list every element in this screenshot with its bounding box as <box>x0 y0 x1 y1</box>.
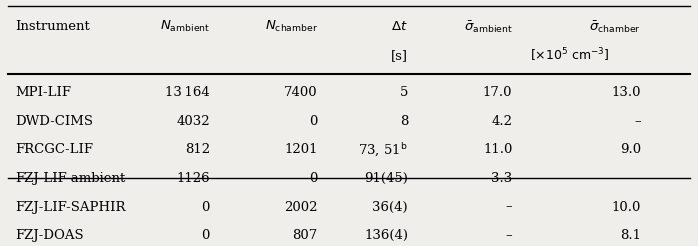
Text: 812: 812 <box>185 143 210 156</box>
Text: MPI-LIF: MPI-LIF <box>15 86 71 99</box>
Text: 4032: 4032 <box>177 115 210 128</box>
Text: –: – <box>634 172 641 185</box>
Text: FZJ-LIF-ambient: FZJ-LIF-ambient <box>15 172 126 185</box>
Text: 136(4): 136(4) <box>364 229 408 242</box>
Text: 0: 0 <box>309 172 318 185</box>
Text: 8: 8 <box>400 115 408 128</box>
Text: –: – <box>506 200 512 214</box>
Text: 13 164: 13 164 <box>165 86 210 99</box>
Text: 8.1: 8.1 <box>620 229 641 242</box>
Text: 5: 5 <box>400 86 408 99</box>
Text: 73, 51$^{\mathrm{b}}$: 73, 51$^{\mathrm{b}}$ <box>359 141 408 158</box>
Text: 10.0: 10.0 <box>611 200 641 214</box>
Text: $\bar{\sigma}_{\mathrm{chamber}}$: $\bar{\sigma}_{\mathrm{chamber}}$ <box>589 19 641 34</box>
Text: 0: 0 <box>202 200 210 214</box>
Text: 13.0: 13.0 <box>611 86 641 99</box>
Text: DWD-CIMS: DWD-CIMS <box>15 115 94 128</box>
Text: –: – <box>634 115 641 128</box>
Text: FZJ-LIF-SAPHIR: FZJ-LIF-SAPHIR <box>15 200 126 214</box>
Text: 2002: 2002 <box>284 200 318 214</box>
Text: 36(4): 36(4) <box>373 200 408 214</box>
Text: 0: 0 <box>309 115 318 128</box>
Text: $[\times10^{5}\ \mathrm{cm}^{-3}]$: $[\times10^{5}\ \mathrm{cm}^{-3}]$ <box>530 47 609 64</box>
Text: 17.0: 17.0 <box>483 86 512 99</box>
Text: –: – <box>506 229 512 242</box>
Text: FRCGC-LIF: FRCGC-LIF <box>15 143 94 156</box>
Text: 3.3: 3.3 <box>491 172 512 185</box>
Text: 1201: 1201 <box>284 143 318 156</box>
Text: 9.0: 9.0 <box>620 143 641 156</box>
Text: $\Delta t$: $\Delta t$ <box>392 20 408 33</box>
Text: $N_{\mathrm{ambient}}$: $N_{\mathrm{ambient}}$ <box>160 19 210 34</box>
Text: 11.0: 11.0 <box>483 143 512 156</box>
Text: 7400: 7400 <box>284 86 318 99</box>
Text: 0: 0 <box>202 229 210 242</box>
Text: 91(45): 91(45) <box>364 172 408 185</box>
Text: FZJ-DOAS: FZJ-DOAS <box>15 229 84 242</box>
Text: Instrument: Instrument <box>15 20 90 33</box>
Text: 807: 807 <box>292 229 318 242</box>
Text: $N_{\mathrm{chamber}}$: $N_{\mathrm{chamber}}$ <box>265 19 318 34</box>
Text: 4.2: 4.2 <box>491 115 512 128</box>
Text: [s]: [s] <box>391 49 408 62</box>
Text: $\bar{\sigma}_{\mathrm{ambient}}$: $\bar{\sigma}_{\mathrm{ambient}}$ <box>463 19 512 34</box>
Text: 1126: 1126 <box>177 172 210 185</box>
